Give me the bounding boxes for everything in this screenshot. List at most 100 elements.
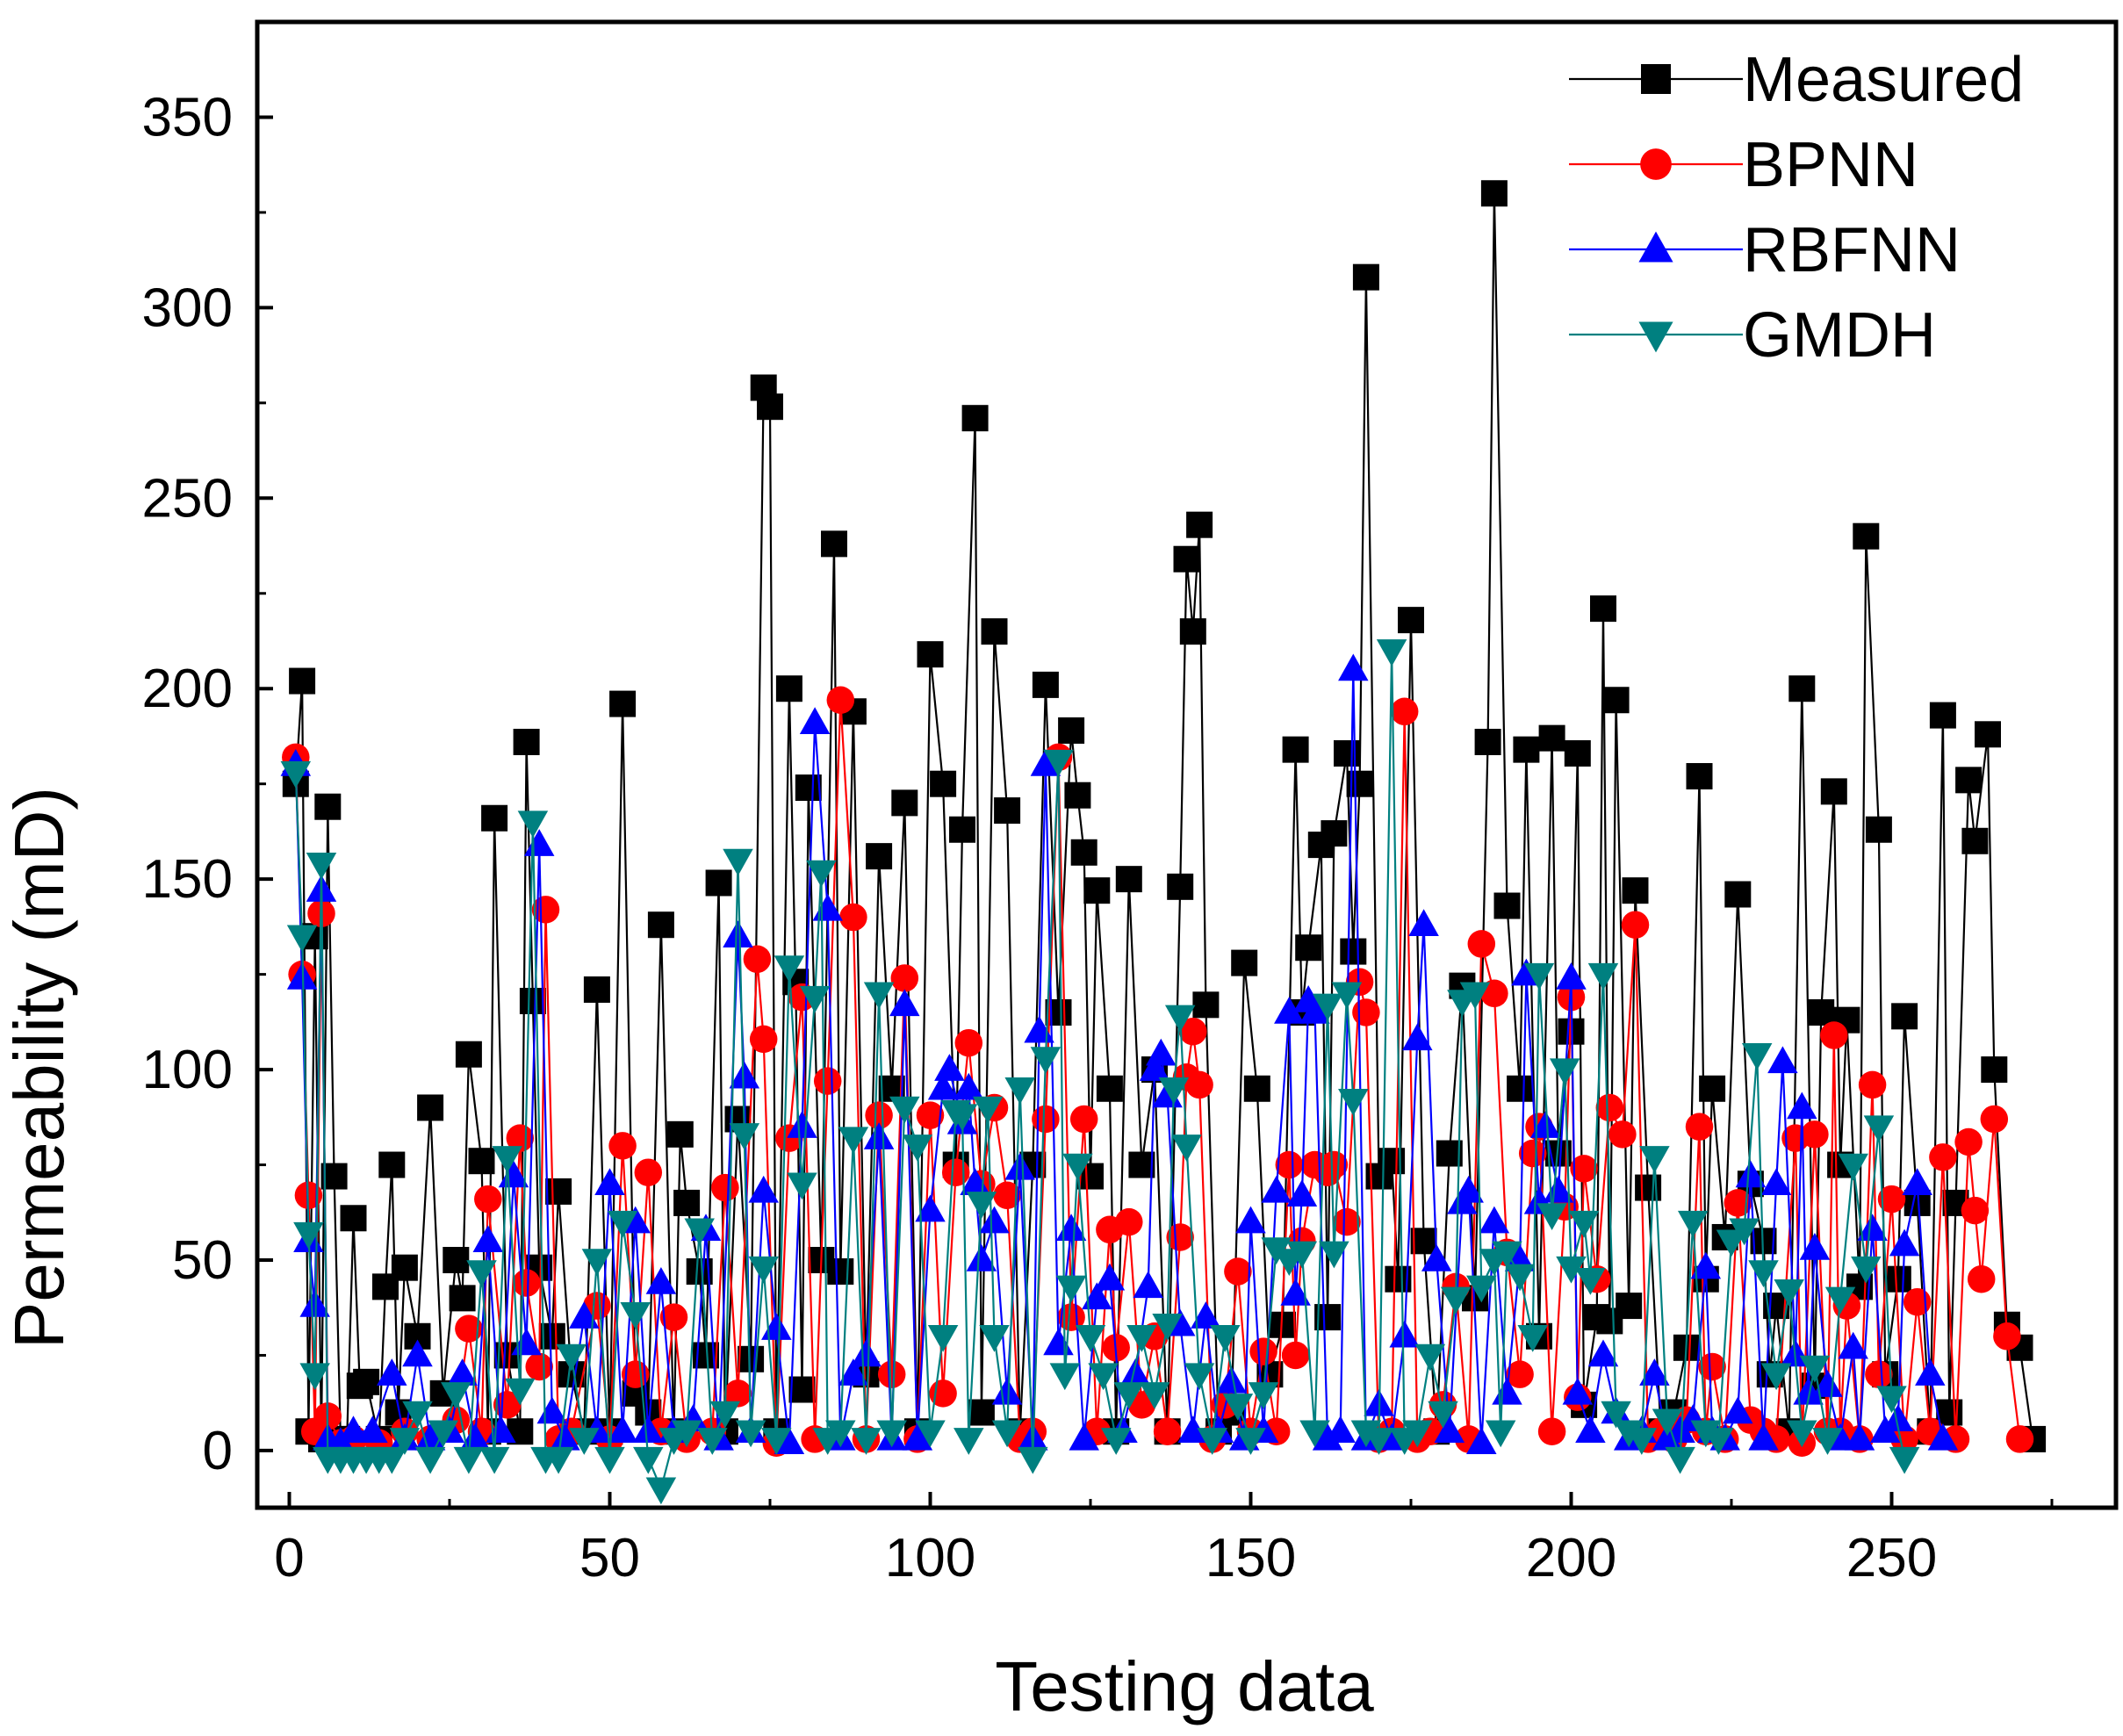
data-point-measured xyxy=(961,405,989,432)
data-point-measured xyxy=(788,1376,816,1403)
data-point-gmdh xyxy=(1043,749,1074,777)
data-point-gmdh xyxy=(1760,1363,1792,1391)
data-point-gmdh xyxy=(1402,1420,1433,1448)
data-point-measured xyxy=(1167,873,1194,900)
data-point-measured xyxy=(1480,180,1508,207)
data-point-measured xyxy=(917,641,944,668)
y-tick-label: 0 xyxy=(203,1421,233,1481)
data-point-gmdh xyxy=(1331,982,1363,1010)
data-point-gmdh xyxy=(594,1446,625,1474)
data-point-gmdh xyxy=(280,760,312,789)
data-point-gmdh xyxy=(1030,1047,1062,1075)
data-point-rbfnn xyxy=(1479,1206,1510,1234)
x-tick-label: 100 xyxy=(885,1528,975,1588)
data-point-bpnn xyxy=(743,945,772,974)
data-point-gmdh xyxy=(761,1428,792,1455)
data-point-gmdh xyxy=(729,1123,760,1150)
data-point-rbfnn xyxy=(1587,1339,1619,1367)
data-point-rbfnn xyxy=(889,989,920,1017)
data-point-measured xyxy=(795,774,822,802)
data-point-rbfnn xyxy=(787,1111,817,1138)
data-point-measured xyxy=(1955,767,1983,794)
data-point-measured xyxy=(1975,721,2001,748)
data-point-bpnn xyxy=(659,1303,688,1331)
data-point-measured xyxy=(891,789,918,817)
data-point-measured xyxy=(827,1258,854,1286)
data-point-rbfnn xyxy=(1760,1168,1792,1195)
data-point-bpnn xyxy=(1801,1120,1829,1149)
data-point-gmdh xyxy=(1677,1210,1709,1238)
data-point-rbfnn xyxy=(1235,1206,1266,1234)
data-point-gmdh xyxy=(1652,1408,1683,1437)
data-point-measured xyxy=(1032,671,1059,698)
data-point-rbfnn xyxy=(1133,1271,1163,1299)
data-point-gmdh xyxy=(889,1096,920,1124)
data-point-measured xyxy=(1243,1075,1270,1102)
data-point-bpnn xyxy=(455,1315,483,1343)
data-point-bpnn xyxy=(531,896,560,924)
data-point-measured xyxy=(340,1205,367,1232)
plot-frame xyxy=(255,19,2119,1510)
data-point-gmdh xyxy=(1299,1420,1330,1448)
data-point-bpnn xyxy=(1320,1150,1349,1179)
data-point-gmdh xyxy=(1139,1382,1170,1409)
data-point-measured xyxy=(455,1041,482,1068)
legend-marker-gmdh xyxy=(1638,321,1673,353)
data-point-gmdh xyxy=(1414,1343,1446,1372)
data-point-gmdh xyxy=(1126,1325,1157,1352)
data-point-gmdh xyxy=(505,1378,536,1406)
data-point-bpnn xyxy=(941,1158,970,1186)
data-point-measured xyxy=(1398,607,1424,634)
data-point-gmdh xyxy=(1729,1218,1760,1246)
data-point-rbfnn xyxy=(1261,1175,1292,1203)
data-point-rbfnn xyxy=(1146,1038,1177,1066)
data-point-bpnn xyxy=(1858,1070,1887,1099)
data-point-measured xyxy=(705,869,732,897)
data-point-gmdh xyxy=(633,1446,664,1474)
data-point-bpnn xyxy=(1967,1264,1996,1293)
data-point-rbfnn xyxy=(472,1225,504,1253)
data-point-rbfnn xyxy=(1466,1427,1497,1454)
data-point-gmdh xyxy=(517,810,549,839)
data-point-gmdh xyxy=(441,1382,471,1409)
data-point-rbfnn xyxy=(1030,749,1062,776)
data-point-rbfnn xyxy=(1274,997,1305,1024)
data-point-bpnn xyxy=(1698,1352,1726,1381)
y-tick-label: 50 xyxy=(172,1230,233,1291)
data-point-gmdh xyxy=(1568,1210,1600,1238)
data-point-rbfnn xyxy=(1389,1320,1420,1348)
legend: Measured BPNN RBFNN GMDH xyxy=(1569,45,2024,371)
y-tick-label: 100 xyxy=(142,1040,233,1100)
data-point-gmdh xyxy=(1787,1420,1817,1448)
data-point-gmdh xyxy=(1492,1241,1522,1269)
data-point-gmdh xyxy=(799,985,831,1013)
y-tick-label: 300 xyxy=(142,277,233,338)
data-point-bpnn xyxy=(916,1101,945,1129)
data-point-measured xyxy=(1981,1056,2008,1084)
data-point-gmdh xyxy=(1601,1401,1631,1429)
data-point-gmdh xyxy=(1690,1420,1722,1448)
data-point-gmdh xyxy=(293,1221,324,1250)
data-point-rbfnn xyxy=(357,1415,388,1443)
data-point-rbfnn xyxy=(1793,1377,1824,1405)
data-point-rbfnn xyxy=(1530,1111,1561,1138)
data-point-gmdh xyxy=(1799,1355,1831,1383)
data-point-gmdh xyxy=(428,1420,458,1448)
data-point-measured xyxy=(1340,938,1367,965)
data-point-gmdh xyxy=(774,955,805,983)
series-line-measured xyxy=(294,192,2034,1441)
data-point-gmdh xyxy=(1055,1275,1087,1303)
data-point-measured xyxy=(757,393,783,421)
data-point-bpnn xyxy=(1685,1113,1714,1141)
data-point-gmdh xyxy=(1741,1042,1773,1070)
data-point-rbfnn xyxy=(1338,653,1369,681)
data-point-bpnn xyxy=(1069,1105,1098,1134)
data-point-rbfnn xyxy=(1735,1160,1767,1188)
data-point-measured xyxy=(1128,1151,1155,1178)
data-point-rbfnn xyxy=(1723,1396,1753,1424)
data-point-bpnn xyxy=(826,686,855,714)
data-point-gmdh xyxy=(1428,1401,1458,1429)
data-point-gmdh xyxy=(825,1420,856,1448)
y-tick-label: 200 xyxy=(142,659,233,719)
data-point-gmdh xyxy=(1748,1260,1779,1288)
